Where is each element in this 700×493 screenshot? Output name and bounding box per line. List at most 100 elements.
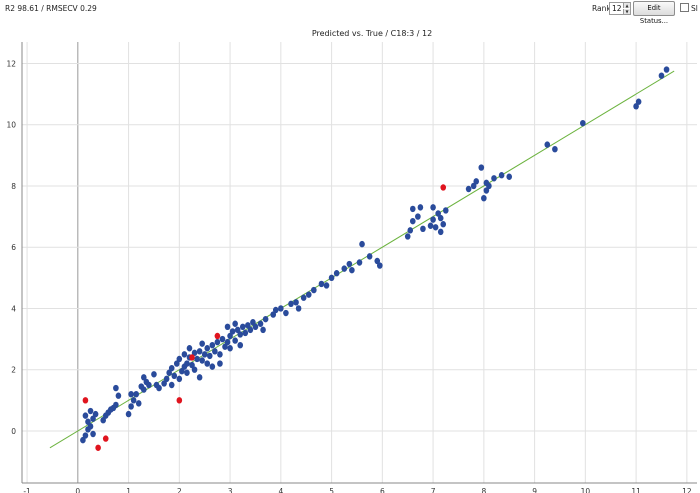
blue-point bbox=[128, 390, 134, 398]
blue-point bbox=[283, 309, 289, 317]
rank-label: Rank: bbox=[592, 4, 614, 13]
blue-point bbox=[199, 357, 205, 364]
blue-point bbox=[189, 361, 195, 369]
blue-point bbox=[217, 351, 223, 358]
stepper-up-icon[interactable]: ▲ bbox=[623, 3, 630, 8]
blue-point bbox=[87, 423, 94, 430]
blue-point bbox=[409, 205, 416, 213]
blue-point bbox=[234, 326, 241, 334]
blue-point bbox=[87, 407, 94, 415]
blue-point bbox=[506, 173, 513, 180]
blue-point bbox=[478, 164, 485, 171]
blue-point bbox=[141, 386, 147, 393]
blue-point bbox=[237, 341, 244, 349]
data-points bbox=[80, 66, 670, 451]
chart-title: Predicted vs. True / C18:3 / 12 bbox=[312, 29, 432, 38]
blue-point bbox=[217, 360, 223, 367]
x-tick-label: 10 bbox=[581, 487, 591, 493]
blue-point bbox=[212, 348, 218, 355]
blue-point bbox=[135, 400, 142, 407]
blue-point bbox=[168, 381, 175, 389]
red-point bbox=[189, 354, 195, 361]
blue-point bbox=[191, 349, 198, 357]
blue-point bbox=[409, 217, 416, 225]
red-point bbox=[176, 397, 183, 404]
blue-point bbox=[196, 374, 203, 381]
y-tick-label: 8 bbox=[11, 182, 16, 191]
blue-point bbox=[209, 341, 216, 349]
stepper-down-icon[interactable]: ▼ bbox=[623, 9, 630, 14]
blue-point bbox=[417, 204, 424, 211]
x-tick-label: 4 bbox=[278, 487, 283, 493]
blue-point bbox=[161, 380, 167, 387]
blue-point bbox=[201, 351, 208, 358]
blue-point bbox=[186, 345, 193, 352]
blue-point bbox=[440, 221, 447, 228]
blue-point bbox=[163, 375, 170, 383]
blue-point bbox=[633, 103, 639, 110]
blue-point bbox=[420, 225, 426, 233]
y-tick-label: 2 bbox=[11, 366, 16, 375]
blue-point bbox=[227, 332, 233, 340]
blue-point bbox=[580, 119, 586, 127]
x-tick-label: 0 bbox=[75, 487, 80, 493]
blue-point bbox=[333, 270, 340, 277]
x-tick-label: 11 bbox=[631, 487, 641, 493]
y-tick-label: 0 bbox=[11, 427, 16, 436]
blue-point bbox=[133, 390, 139, 398]
blue-point bbox=[245, 322, 251, 329]
blue-point bbox=[232, 337, 238, 344]
edit-status-button[interactable]: Edit Status... bbox=[633, 1, 675, 25]
x-tick-label: -1 bbox=[23, 487, 31, 493]
blue-point bbox=[247, 326, 254, 334]
blue-point bbox=[356, 259, 363, 266]
red-point bbox=[214, 332, 221, 340]
x-tick-label: 3 bbox=[228, 487, 233, 493]
red-point bbox=[440, 184, 447, 191]
rank-stepper[interactable]: 12 ▲ ▼ bbox=[609, 2, 631, 15]
blue-point bbox=[209, 363, 216, 370]
blue-point bbox=[90, 415, 96, 422]
blue-point bbox=[415, 213, 421, 220]
blue-point bbox=[328, 274, 335, 282]
blue-point bbox=[199, 340, 205, 347]
blue-point bbox=[166, 369, 172, 376]
blue-point bbox=[260, 326, 266, 334]
toolbar: R2 98.61 / RMSECV 0.29 Rank: 12 ▲ ▼ Edit… bbox=[0, 0, 700, 25]
blue-point bbox=[481, 194, 487, 202]
blue-point bbox=[404, 233, 411, 240]
blue-point bbox=[318, 280, 325, 288]
blue-point bbox=[80, 436, 86, 444]
blue-point bbox=[658, 72, 665, 79]
red-point bbox=[102, 435, 109, 442]
blue-point bbox=[359, 240, 365, 248]
blue-point bbox=[278, 305, 284, 312]
y-tick-label: 12 bbox=[6, 59, 16, 68]
red-point bbox=[82, 397, 89, 404]
blue-point bbox=[437, 214, 444, 222]
blue-point bbox=[252, 323, 259, 331]
blue-point bbox=[130, 397, 137, 404]
blue-point bbox=[483, 187, 490, 194]
blue-point bbox=[430, 204, 436, 211]
blue-point bbox=[491, 175, 497, 182]
blue-point bbox=[232, 320, 238, 327]
blue-point bbox=[262, 315, 269, 323]
blue-point bbox=[486, 182, 492, 190]
blue-point bbox=[311, 286, 317, 294]
blue-point bbox=[242, 329, 249, 337]
blue-point bbox=[288, 300, 294, 308]
blue-point bbox=[257, 320, 264, 327]
grid bbox=[22, 42, 697, 483]
y-tick-label: 6 bbox=[11, 243, 16, 252]
red-point bbox=[95, 444, 101, 451]
blue-point bbox=[82, 432, 89, 439]
blue-point bbox=[92, 410, 99, 418]
axes bbox=[21, 42, 697, 484]
blue-point bbox=[377, 262, 383, 269]
blue-point bbox=[82, 412, 89, 419]
checkbox[interactable] bbox=[680, 3, 689, 12]
blue-point bbox=[115, 392, 122, 399]
blue-point bbox=[374, 257, 381, 265]
blue-point bbox=[470, 182, 477, 190]
